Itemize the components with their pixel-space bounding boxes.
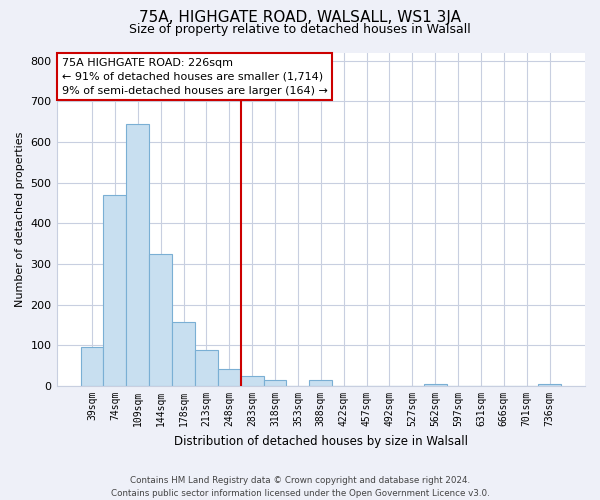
Bar (149, 254, 172, 386)
Bar (218, 368, 241, 386)
Y-axis label: Number of detached properties: Number of detached properties (15, 132, 25, 307)
Text: 75A HIGHGATE ROAD: 226sqm
← 91% of detached houses are smaller (1,714)
9% of sem: 75A HIGHGATE ROAD: 226sqm ← 91% of detac… (62, 58, 328, 96)
Bar (172, 322, 195, 386)
Bar (80, 348, 103, 386)
Bar (127, 124, 149, 386)
X-axis label: Distribution of detached houses by size in Walsall: Distribution of detached houses by size … (174, 434, 468, 448)
Bar (263, 380, 286, 386)
Bar (241, 376, 263, 386)
Text: Size of property relative to detached houses in Walsall: Size of property relative to detached ho… (129, 22, 471, 36)
Bar (538, 384, 561, 386)
Bar (103, 195, 127, 386)
Text: Contains HM Land Registry data © Crown copyright and database right 2024.
Contai: Contains HM Land Registry data © Crown c… (110, 476, 490, 498)
Text: 75A, HIGHGATE ROAD, WALSALL, WS1 3JA: 75A, HIGHGATE ROAD, WALSALL, WS1 3JA (139, 10, 461, 25)
Bar (195, 350, 218, 386)
Bar (424, 384, 446, 386)
Bar (310, 380, 332, 386)
